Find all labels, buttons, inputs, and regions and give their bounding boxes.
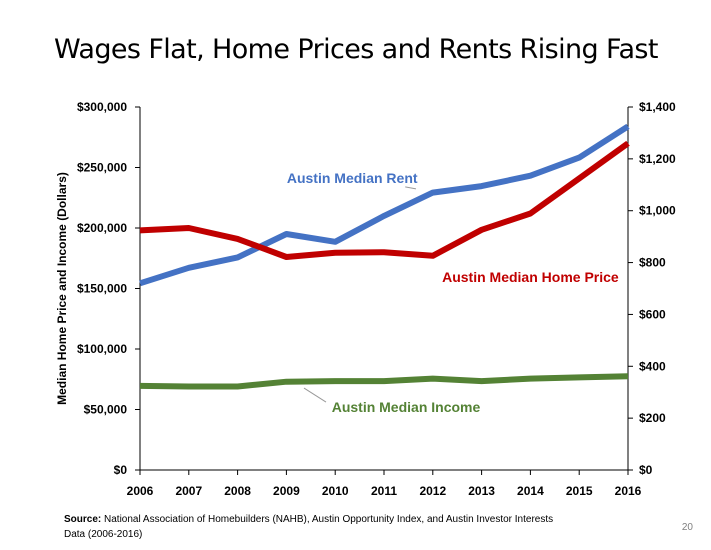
series-label-leader <box>303 387 327 403</box>
x-tick-label: 2006 <box>127 484 154 498</box>
chart-series-labels: Austin Median Rent Austin Median Home Pri… <box>287 170 619 415</box>
y-tick-label-left: $150,000 <box>77 282 127 296</box>
series-line <box>139 373 629 390</box>
source-note: Source: National Association of Homebuil… <box>64 512 564 542</box>
x-tick-label: 2016 <box>615 484 642 498</box>
series-label: Austin Median Rent <box>287 170 418 186</box>
series-line <box>139 140 630 260</box>
x-tick-label: 2007 <box>175 484 202 498</box>
series-label: Austin Median Home Price <box>442 269 619 285</box>
x-tick-label: 2014 <box>517 484 544 498</box>
series-label: Austin Median Income <box>332 399 481 415</box>
x-tick-label: 2009 <box>273 484 300 498</box>
y-axis-title: Median Home Price and Income (Dollars) <box>55 172 69 405</box>
y-tick-label-left: $50,000 <box>84 403 128 417</box>
x-tick-label: 2008 <box>224 484 251 498</box>
x-tick-label: 2015 <box>566 484 593 498</box>
chart-axes: $0 $50,000 $100,000 $150,000 $200,000 $250,00… <box>55 100 676 498</box>
x-tick-label: 2011 <box>371 484 397 498</box>
y-tick-label-right: $200 <box>639 411 666 425</box>
y-tick-label-left: $300,000 <box>77 100 127 114</box>
source-label: Source: <box>64 514 102 525</box>
y-tick-label-left: $200,000 <box>77 221 127 235</box>
y-tick-label-left: $0 <box>114 463 128 477</box>
y-tick-label-right: $0 <box>639 463 653 477</box>
series-label-leader <box>405 186 417 190</box>
y-tick-label-right: $600 <box>639 307 666 321</box>
source-text: National Association of Homebuilders (NA… <box>64 514 554 540</box>
y-tick-label-right: $1,000 <box>639 204 676 218</box>
y-tick-label-right: $1,200 <box>639 152 676 166</box>
x-tick-label: 2012 <box>419 484 446 498</box>
y-tick-label-right: $400 <box>639 359 666 373</box>
slide-title: Wages Flat, Home Prices and Rents Rising… <box>54 34 658 65</box>
x-tick-label: 2013 <box>468 484 495 498</box>
x-tick-label: 2010 <box>322 484 349 498</box>
y-tick-label-left: $100,000 <box>77 342 127 356</box>
y-tick-label-left: $250,000 <box>77 161 127 175</box>
y-tick-label-right: $800 <box>639 256 666 270</box>
series-line <box>139 123 630 287</box>
chart-series <box>139 123 630 390</box>
page-number: 20 <box>681 522 693 533</box>
y-tick-label-right: $1,400 <box>639 100 676 114</box>
